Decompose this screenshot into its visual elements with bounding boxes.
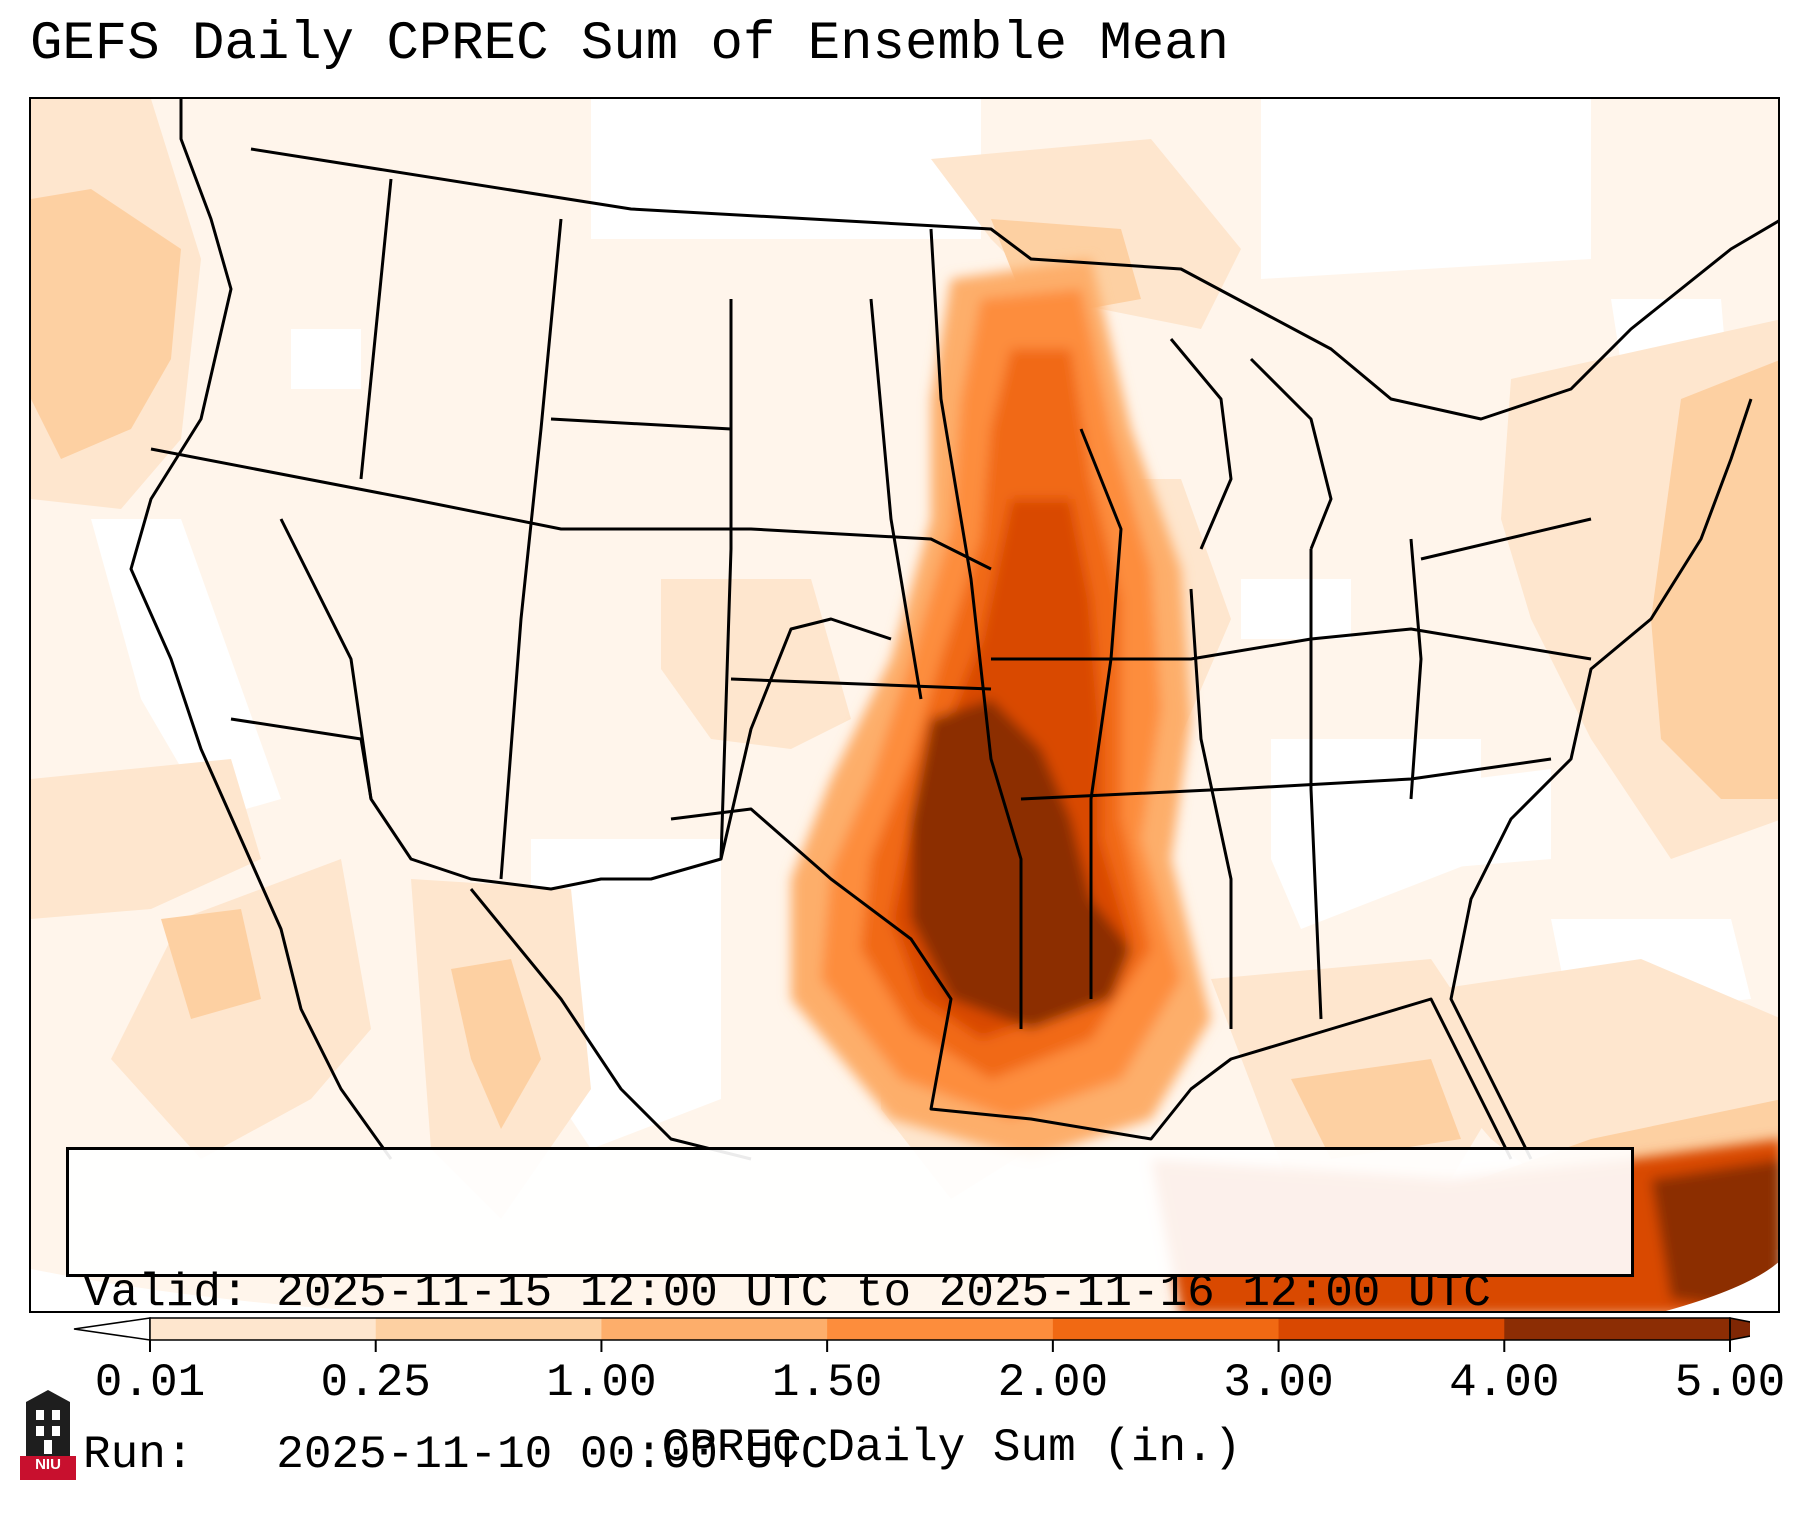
colorbar-label: CPREC Daily Sum (in.) (661, 1422, 1242, 1474)
colorbar-tick-label: 0.25 (320, 1357, 431, 1409)
colorbar-tick-label: 1.00 (546, 1357, 657, 1409)
colorbar-segment (1504, 1318, 1731, 1340)
colorbar-segment (1052, 1318, 1280, 1340)
colorbar-segment (827, 1318, 1054, 1340)
colorbar-tick-label: 4.00 (1449, 1357, 1560, 1409)
colorbar-segment (150, 1318, 377, 1340)
colorbar-tick-label: 1.50 (771, 1357, 883, 1409)
colorbar-tick-label: 5.00 (1674, 1357, 1786, 1409)
boundary-lines (129, 99, 1778, 1161)
colorbar-tick-label: 0.01 (94, 1357, 206, 1409)
colorbar-under-extension (73, 1317, 151, 1341)
outside-domain-area (31, 1269, 365, 1311)
run-time-text: Run: 2025-11-10 00:00 UTC (83, 1429, 829, 1481)
outside-domain-area-right (1665, 1262, 1778, 1311)
valid-time-text: Valid: 2025-11-15 12:00 UTC to 2025-11-1… (83, 1267, 1491, 1319)
colorbar-tick-label: 3.00 (1223, 1357, 1334, 1409)
run-info-box: Valid: 2025-11-15 12:00 UTC to 2025-11-1… (66, 1147, 1634, 1481)
colorbar-over-extension (1729, 1317, 1787, 1341)
colorbar-segment (375, 1318, 603, 1340)
colorbar (70, 1312, 1787, 1367)
logo-text: NIU (35, 1456, 61, 1473)
colorbar-outline (149, 1317, 1731, 1341)
map-panel[interactable] (29, 97, 1780, 1313)
colorbar-segment (601, 1318, 829, 1340)
colorbar-svg (73, 1317, 1787, 1352)
university-tower-icon (20, 1384, 76, 1480)
page-title: GEFS Daily CPREC Sum of Ensemble Mean (30, 14, 1229, 75)
colorbar-segment (1278, 1318, 1506, 1340)
precip-map (31, 99, 1778, 1311)
colorbar-tick-label: 2.00 (997, 1357, 1109, 1409)
